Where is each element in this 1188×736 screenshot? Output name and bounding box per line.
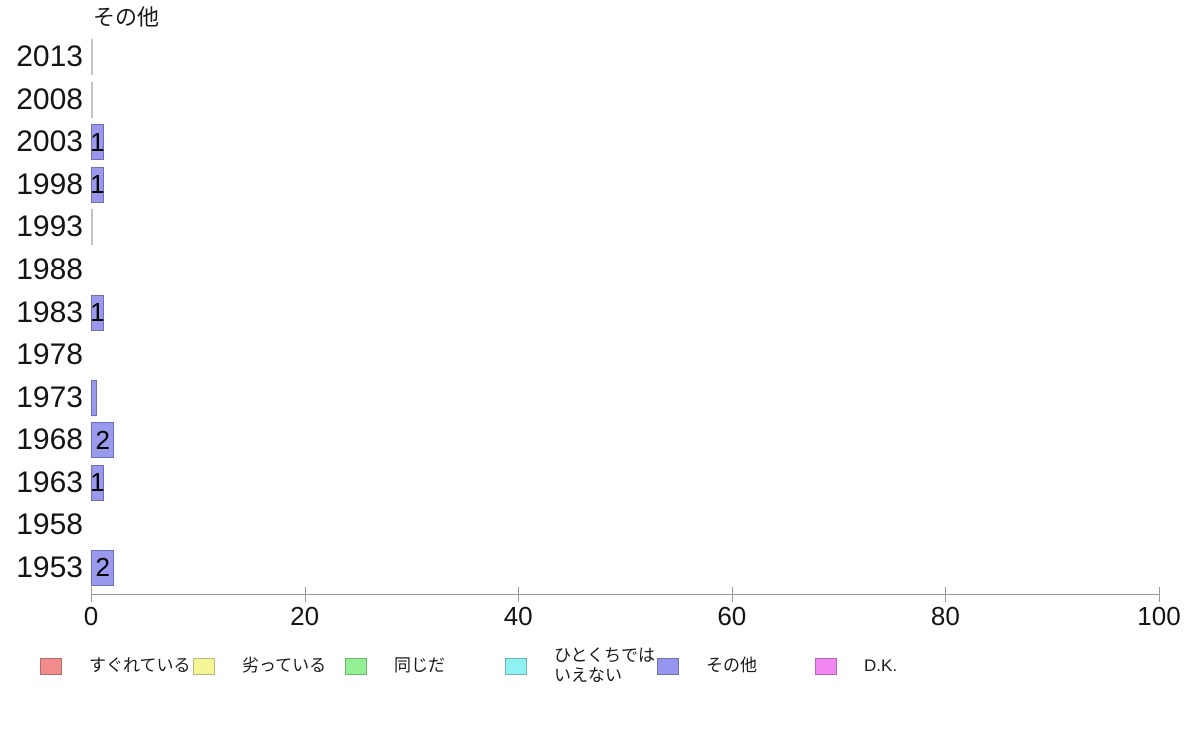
x-axis-tick-label: 20: [290, 601, 320, 631]
bar-value-label: 2: [95, 424, 110, 455]
x-axis-tick-label: 80: [930, 601, 960, 631]
y-axis-label: 1968: [16, 423, 83, 457]
bar-track: [91, 507, 1188, 543]
y-axis-label: 1958: [16, 508, 83, 542]
bar-value-label: 2: [95, 552, 110, 583]
x-axis-tick-label: 100: [1137, 601, 1181, 631]
legend-item-ototteiru: 劣っている: [193, 644, 326, 688]
y-axis-label: 1978: [16, 338, 83, 372]
chart-row: 1983 1: [0, 291, 1188, 334]
legend-label: D.K.: [864, 656, 898, 675]
bar-sonota: 2: [91, 549, 115, 586]
x-axis-tick: [1159, 587, 1160, 602]
legend-item-dk: D.K.: [815, 644, 897, 688]
chart-row: 1953 2: [0, 547, 1188, 590]
y-axis-label: 1988: [16, 253, 83, 286]
chart-row: 1993: [0, 206, 1188, 249]
bar-sonota: 1: [90, 294, 105, 331]
bar-sonota: 2: [91, 422, 115, 459]
chart-row: 2013: [0, 36, 1188, 79]
bar-value-label: 1: [90, 297, 105, 328]
legend-swatch-green: [345, 657, 367, 675]
legend-label: すぐれている: [89, 656, 191, 675]
x-axis-tick-label: 40: [503, 601, 533, 631]
bar-track: [91, 379, 1188, 416]
x-axis-tick: [945, 587, 947, 602]
bar-track: [91, 252, 1188, 288]
legend-swatch-red: [40, 657, 62, 675]
chart-row: 1968 2: [0, 419, 1188, 462]
bar-track: 1: [90, 124, 1188, 161]
x-axis-line: [91, 594, 1160, 595]
x-axis-tick: [304, 587, 306, 602]
chart-legend: すぐれている 劣っている 同じだ ひとくちでは いえない その他: [0, 644, 1188, 692]
y-axis-label: 1973: [16, 380, 83, 414]
y-axis-label: 2003: [16, 125, 83, 159]
bar-sonota: [91, 209, 93, 246]
bar-track: 1: [90, 464, 1188, 501]
chart-row: 1988: [0, 249, 1188, 292]
bar-sonota: [91, 39, 93, 76]
legend-item-sonota: その他: [657, 644, 757, 688]
legend-swatch-magenta: [815, 657, 837, 675]
x-axis-tick-label: 0: [83, 601, 99, 631]
bar-track: [91, 209, 1188, 246]
y-axis-label: 2013: [16, 40, 83, 74]
x-axis-tick: [518, 587, 520, 602]
bar-track: 2: [91, 422, 1188, 459]
chart-row: 2008: [0, 79, 1188, 122]
bar-sonota: [91, 379, 98, 416]
y-axis-label: 1963: [16, 465, 83, 499]
bar-track: [91, 81, 1188, 118]
bar-value-label: 1: [90, 169, 105, 200]
legend-item-sugureteiru: すぐれている: [40, 644, 191, 688]
bar-track: [91, 337, 1188, 373]
bar-value-label: [91, 209, 93, 243]
bar-value-label: 1: [90, 467, 105, 498]
y-axis-label: 1993: [16, 210, 83, 244]
chart-title: その他: [93, 5, 160, 30]
y-axis-label: 1983: [16, 295, 83, 329]
chart-rows: 2013 2008 2003 1 1998 1 1993: [0, 36, 1188, 589]
bar-track: 1: [90, 294, 1188, 331]
bar-value-label: [91, 82, 93, 116]
chart-row: 1998 1: [0, 164, 1188, 207]
bar-track: [91, 39, 1188, 76]
bar-sonota: 1: [90, 464, 105, 501]
x-axis-tick-label: 60: [717, 601, 747, 631]
bar-sonota: 1: [90, 166, 105, 203]
legend-label: 劣っている: [242, 656, 327, 675]
bar-track: 2: [91, 549, 1188, 586]
legend-swatch-yellow: [193, 657, 215, 675]
legend-swatch-purple: [657, 657, 679, 675]
legend-label: 同じだ: [394, 656, 445, 675]
chart-row: 1963 1: [0, 461, 1188, 504]
legend-item-hitokuchidewa-ienai: ひとくちでは いえない: [505, 644, 655, 688]
x-axis-tick: [731, 587, 733, 602]
bar-sonota: [91, 81, 93, 118]
x-axis-tick: [91, 587, 92, 602]
y-axis-label: 2008: [16, 82, 83, 116]
chart-row: 1978: [0, 334, 1188, 377]
chart-row: 2003 1: [0, 121, 1188, 164]
legend-item-onajida: 同じだ: [345, 644, 445, 688]
legend-swatch-cyan: [505, 657, 527, 675]
legend-label: ひとくちでは いえない: [554, 646, 655, 685]
chart-row: 1973: [0, 376, 1188, 419]
bar-track: 1: [90, 166, 1188, 203]
legend-label: その他: [706, 656, 757, 675]
bar-value-label: 1: [90, 126, 105, 157]
bar-value-label: [92, 381, 96, 415]
y-axis-label: 1953: [16, 550, 83, 584]
bar-sonota: 1: [90, 124, 105, 161]
bar-value-label: [91, 39, 93, 73]
y-axis-label: 1998: [16, 167, 83, 201]
chart-row: 1958: [0, 504, 1188, 547]
